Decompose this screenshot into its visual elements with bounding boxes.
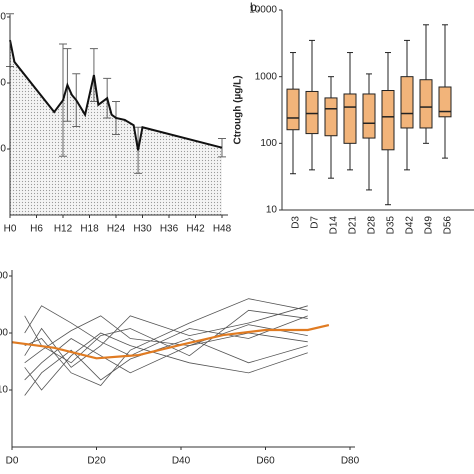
y-tick-label: 100 [260,138,277,149]
x-tick-label: D20 [87,456,106,467]
box [286,88,300,131]
x-tick-label: H0 [4,224,17,235]
x-tick-label: D0 [6,456,19,467]
y-tick-label: 1000 [0,271,8,282]
y-axis-label: Ctrough (µg/L) [233,75,244,144]
y-tick-label: 10 [0,385,8,396]
axes [281,10,474,211]
box [438,86,452,118]
subject-line [24,305,308,357]
y-tick-label: 10 [266,205,278,216]
y-tick-label: 200 [0,78,6,89]
x-tick-label: D35 [386,216,397,235]
panel-label: b. [250,0,260,14]
x-tick-label: D3 [291,216,302,229]
x-tick-label: D40 [172,456,191,467]
x-tick-label: D80 [341,456,360,467]
x-tick-label: H12 [54,224,73,235]
y-tick-label: 100 [0,144,6,155]
y-tick-label: 1000 [255,71,278,82]
subject-line [24,305,308,368]
x-tick-label: H6 [30,224,43,235]
y-tick-label: 10000 [249,5,277,16]
box [305,90,319,135]
box [362,93,376,139]
subject-line [24,298,308,386]
x-tick-label: D49 [424,216,435,235]
x-tick-label: D28 [367,216,378,235]
x-tick-label: H30 [133,224,152,235]
y-tick-label: 300 [0,12,6,23]
trend-line [11,323,330,360]
subject-line [24,309,308,364]
x-tick-label: D60 [256,456,275,467]
box [400,76,414,129]
x-tick-label: H18 [80,224,99,235]
box [381,90,395,151]
x-tick-label: H24 [107,224,126,235]
x-tick-label: D42 [405,216,416,235]
subject-line [24,338,308,396]
box [324,97,338,137]
axes [9,15,228,216]
x-tick-label: D7 [310,216,321,229]
x-tick-label: D56 [443,216,454,235]
x-tick-label: H36 [160,224,179,235]
axes [11,270,355,448]
line [9,39,223,151]
subject-line [24,332,308,381]
x-tick-label: H48 [213,224,232,235]
x-tick-label: D21 [348,216,359,235]
box [343,93,357,144]
y-tick-label: 100 [0,328,8,339]
x-tick-label: H42 [186,224,205,235]
x-tick-label: D14 [329,216,340,235]
box [419,79,433,129]
subject-line [24,332,308,391]
